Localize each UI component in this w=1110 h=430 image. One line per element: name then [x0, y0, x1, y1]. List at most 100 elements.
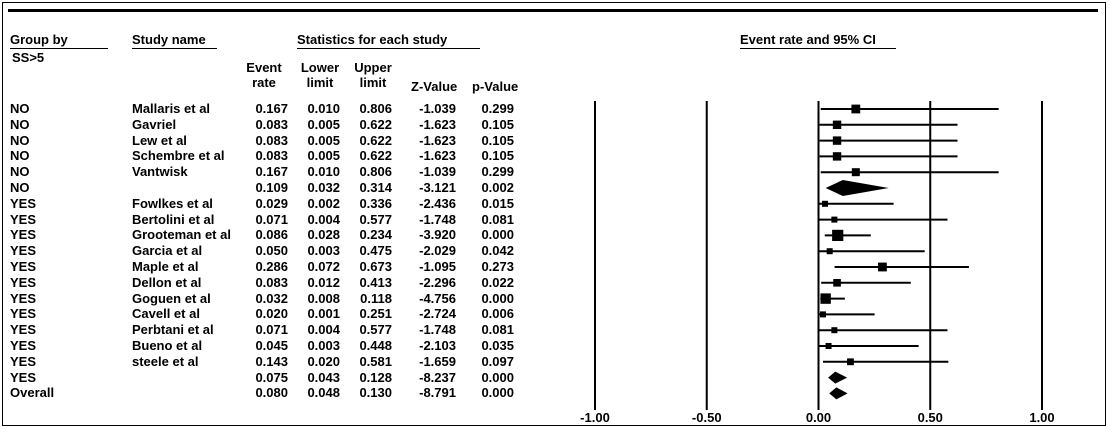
cell-lower: 0.005: [307, 148, 340, 164]
cell-p: 0.105: [481, 132, 514, 148]
cell-group: YES: [10, 306, 37, 322]
cell-upper: 0.314: [359, 180, 392, 195]
cell-lower: 0.002: [307, 195, 340, 211]
cell-lower: 0.010: [307, 164, 340, 180]
summary-diamond: [825, 180, 889, 196]
cell-lower: 0.043: [307, 369, 340, 385]
cell-upper: 0.475: [359, 243, 392, 259]
cell-study: Mallaris et al: [132, 101, 211, 116]
cell-upper: 0.336: [359, 195, 392, 211]
cell-lower: 0.005: [307, 132, 340, 148]
cell-z: -1.095: [419, 259, 456, 274]
cell-study: Grooteman et al: [132, 227, 231, 243]
cell-group: YES: [10, 195, 37, 211]
point-estimate-marker: [826, 248, 833, 255]
cell-group: YES: [10, 227, 37, 243]
cell-rate: 0.029: [255, 195, 288, 211]
cell-z: -1.623: [419, 132, 456, 148]
cell-lower: 0.003: [307, 338, 340, 353]
point-estimate-marker: [821, 200, 828, 207]
cell-group: YES: [10, 211, 37, 227]
cell-z: -2.296: [419, 274, 456, 290]
point-estimate-marker: [832, 120, 842, 129]
cell-upper: 0.581: [359, 353, 392, 369]
cell-upper: 0.577: [359, 322, 392, 338]
cell-p: 0.105: [481, 148, 514, 164]
cell-upper: 0.577: [359, 211, 392, 227]
cell-upper: 0.413: [359, 274, 392, 290]
cell-z: -1.039: [419, 101, 456, 116]
cell-group: NO: [10, 148, 30, 164]
cell-p: 0.000: [481, 290, 514, 306]
cell-group: YES: [10, 259, 37, 274]
cell-study: Maple et al: [132, 259, 199, 274]
cell-z: -1.623: [419, 148, 456, 164]
point-estimate-marker: [831, 327, 838, 334]
cell-upper: 0.130: [359, 385, 392, 401]
cell-z: -2.724: [419, 306, 456, 322]
cell-upper: 0.448: [359, 338, 392, 353]
cell-group: Overall: [10, 385, 55, 401]
summary-diamond: [829, 387, 848, 400]
cell-rate: 0.167: [255, 101, 288, 116]
cell-upper: 0.118: [360, 290, 392, 306]
cell-upper: 0.251: [359, 306, 392, 322]
event-rate-header: Event rate: [244, 60, 284, 90]
cell-p: 0.081: [481, 322, 514, 338]
cell-rate: 0.086: [255, 227, 288, 243]
cell-lower: 0.048: [307, 385, 340, 401]
cell-lower: 0.012: [307, 274, 340, 290]
cell-rate: 0.032: [255, 290, 288, 306]
cell-p: 0.015: [481, 195, 514, 211]
cell-rate: 0.071: [255, 322, 288, 338]
x-tick-label: -0.50: [692, 410, 722, 425]
cell-lower: 0.005: [307, 116, 340, 132]
point-estimate-marker: [833, 279, 841, 287]
cell-upper: 0.673: [359, 259, 392, 274]
cell-group: YES: [10, 369, 37, 385]
cell-z: -1.039: [419, 164, 456, 180]
cell-p: 0.002: [481, 180, 514, 195]
cell-lower: 0.001: [307, 306, 340, 322]
event-rate-header-line1: Event: [246, 60, 282, 75]
cell-rate: 0.083: [255, 132, 288, 148]
cell-study: Cavell et al: [132, 306, 200, 322]
cell-p: 0.006: [481, 306, 514, 322]
point-estimate-marker: [820, 293, 831, 304]
event-rate-header-line2: rate: [252, 75, 276, 90]
cell-z: -2.103: [419, 338, 456, 353]
upper-limit-header-line1: Upper: [354, 60, 392, 75]
cell-rate: 0.071: [255, 211, 288, 227]
cell-rate: 0.045: [255, 338, 288, 353]
cell-p: 0.299: [481, 164, 514, 180]
cell-study: Goguen et al: [132, 290, 211, 306]
point-estimate-marker: [825, 343, 832, 349]
cell-upper: 0.234: [359, 227, 392, 243]
cell-lower: 0.004: [307, 211, 340, 227]
cell-p: 0.035: [481, 338, 514, 353]
group-by-subheader: SS>5: [12, 50, 45, 65]
cell-p: 0.000: [481, 385, 514, 401]
cell-rate: 0.083: [255, 116, 288, 132]
cell-rate: 0.050: [255, 243, 288, 259]
cell-group: NO: [10, 164, 30, 180]
x-tick-label: -1.00: [580, 410, 610, 425]
cell-group: YES: [10, 353, 37, 369]
point-estimate-marker: [831, 216, 838, 223]
cell-study: Dellon et al: [132, 274, 202, 290]
cell-upper: 0.806: [359, 164, 392, 180]
cell-rate: 0.083: [255, 274, 288, 290]
cell-lower: 0.008: [307, 290, 340, 306]
cell-group: YES: [10, 322, 37, 338]
z-value-header: Z-Value: [411, 79, 458, 94]
cell-group: NO: [10, 132, 30, 148]
cell-p: 0.000: [481, 227, 514, 243]
cell-upper: 0.128: [359, 369, 392, 385]
cell-group: NO: [10, 101, 30, 116]
lower-limit-header: Lower limit: [297, 60, 343, 90]
cell-upper: 0.622: [359, 116, 392, 132]
x-tick-label: 0.00: [806, 410, 831, 425]
cell-z: -3.920: [419, 227, 456, 243]
